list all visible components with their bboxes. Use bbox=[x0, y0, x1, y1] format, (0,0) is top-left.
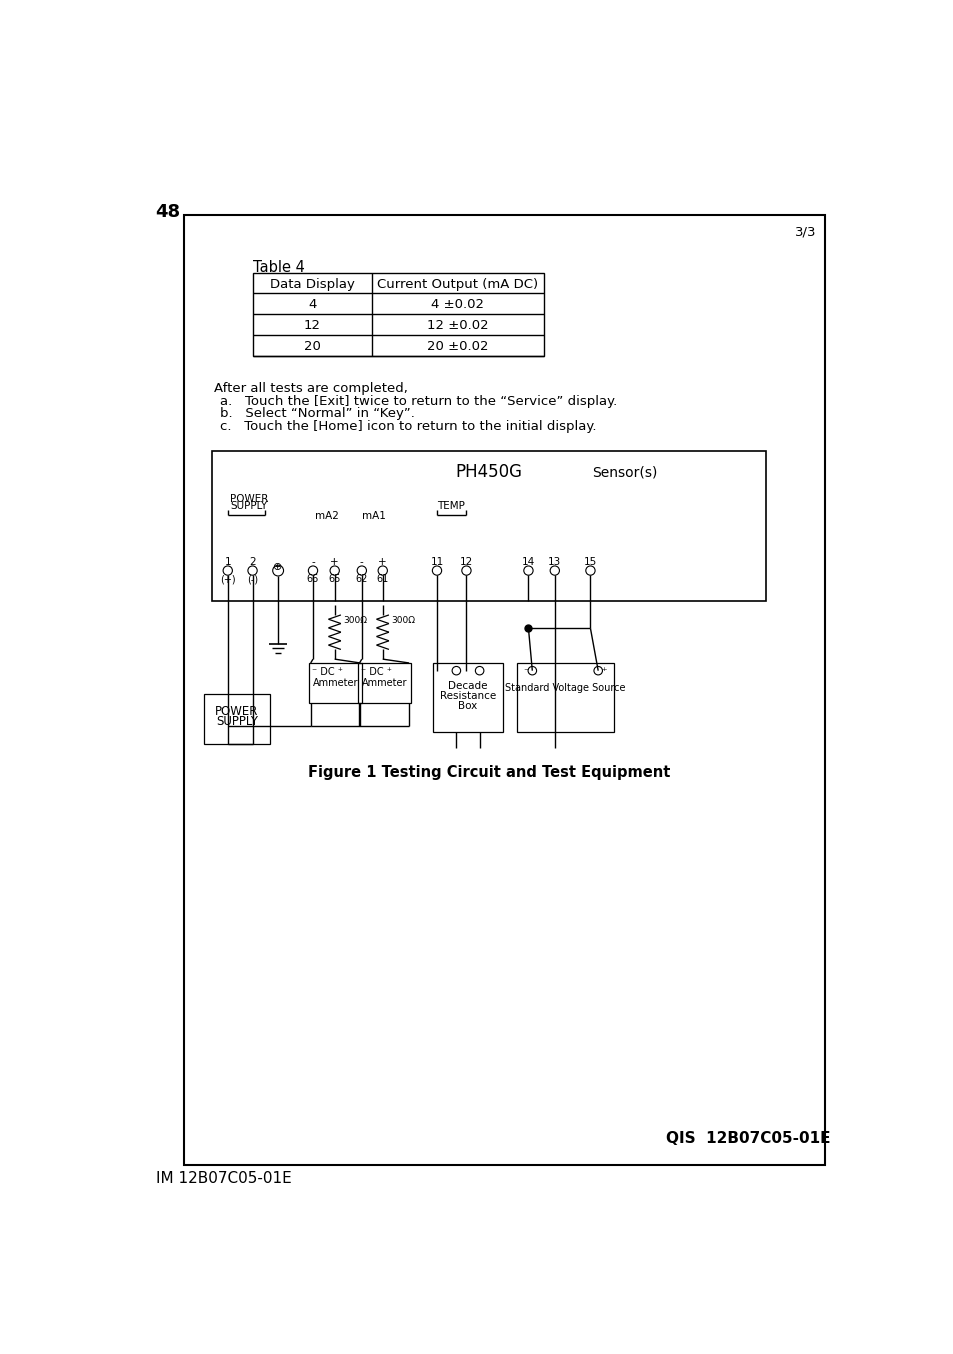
Text: c.   Touch the [Home] icon to return to the initial display.: c. Touch the [Home] icon to return to th… bbox=[220, 420, 596, 433]
Text: ⁻ DC ⁺: ⁻ DC ⁺ bbox=[360, 666, 392, 677]
Text: 14: 14 bbox=[521, 556, 535, 567]
Text: mA2: mA2 bbox=[314, 512, 338, 521]
Text: Standard Voltage Source: Standard Voltage Source bbox=[504, 682, 624, 693]
Bar bbox=[309, 663, 361, 703]
Bar bbox=[253, 272, 543, 356]
Text: ⁻: ⁻ bbox=[522, 666, 528, 677]
Text: Current Output (mA DC): Current Output (mA DC) bbox=[377, 278, 537, 291]
Text: 2: 2 bbox=[249, 556, 255, 567]
Text: Data Display: Data Display bbox=[270, 278, 355, 291]
Text: POWER: POWER bbox=[230, 494, 269, 504]
Bar bbox=[183, 215, 824, 1164]
Text: -: - bbox=[311, 556, 314, 567]
Text: Figure 1 Testing Circuit and Test Equipment: Figure 1 Testing Circuit and Test Equipm… bbox=[308, 765, 669, 780]
Text: ⁺: ⁺ bbox=[600, 666, 606, 677]
Text: a.   Touch the [Exit] twice to return to the “Service” display.: a. Touch the [Exit] twice to return to t… bbox=[220, 395, 617, 408]
Text: 4 ±0.02: 4 ±0.02 bbox=[431, 298, 484, 311]
Text: 15: 15 bbox=[583, 556, 597, 567]
Text: Box: Box bbox=[457, 701, 477, 711]
Text: 12: 12 bbox=[303, 318, 320, 332]
Text: 13: 13 bbox=[548, 556, 560, 567]
Text: (+): (+) bbox=[220, 574, 235, 585]
Text: +: + bbox=[378, 556, 387, 567]
Text: IM 12B07C05-01E: IM 12B07C05-01E bbox=[155, 1171, 291, 1186]
Text: 4: 4 bbox=[308, 298, 316, 311]
Text: 300Ω: 300Ω bbox=[391, 616, 415, 626]
Bar bbox=[517, 663, 613, 733]
Bar bbox=[357, 663, 410, 703]
Bar bbox=[433, 663, 502, 733]
Text: 12 ±0.02: 12 ±0.02 bbox=[427, 318, 488, 332]
Text: 48: 48 bbox=[155, 203, 181, 221]
Text: 66: 66 bbox=[307, 574, 319, 585]
Text: Decade: Decade bbox=[448, 681, 487, 692]
Text: PH450G: PH450G bbox=[455, 463, 522, 481]
Text: 65: 65 bbox=[328, 574, 340, 585]
Bar bbox=[212, 451, 765, 601]
Text: 3/3: 3/3 bbox=[794, 226, 816, 238]
Text: 20: 20 bbox=[303, 340, 320, 352]
Text: 1: 1 bbox=[224, 556, 231, 567]
Text: +: + bbox=[330, 556, 338, 567]
Text: 12: 12 bbox=[459, 556, 473, 567]
Text: (-): (-) bbox=[247, 574, 258, 585]
Text: Table 4: Table 4 bbox=[253, 260, 305, 275]
Text: 61: 61 bbox=[376, 574, 389, 585]
Text: 300Ω: 300Ω bbox=[343, 616, 367, 626]
Text: Ammeter: Ammeter bbox=[313, 678, 357, 688]
Text: mA1: mA1 bbox=[361, 512, 385, 521]
Bar bbox=[204, 693, 270, 743]
Text: POWER: POWER bbox=[215, 705, 258, 719]
Text: After all tests are completed,: After all tests are completed, bbox=[213, 382, 407, 395]
Text: 62: 62 bbox=[355, 574, 368, 585]
Text: Sensor(s): Sensor(s) bbox=[592, 464, 657, 479]
Text: 20 ±0.02: 20 ±0.02 bbox=[427, 340, 488, 352]
Text: TEMP: TEMP bbox=[436, 501, 464, 512]
Text: Ammeter: Ammeter bbox=[361, 678, 407, 688]
Text: ⊕: ⊕ bbox=[274, 562, 282, 573]
Text: b.   Select “Normal” in “Key”.: b. Select “Normal” in “Key”. bbox=[220, 408, 415, 420]
Text: SUPPLY: SUPPLY bbox=[231, 501, 268, 512]
Text: -: - bbox=[359, 556, 363, 567]
Text: Resistance: Resistance bbox=[439, 692, 496, 701]
Text: ⁻ DC ⁺: ⁻ DC ⁺ bbox=[312, 666, 343, 677]
Text: QIS  12B07C05-01E: QIS 12B07C05-01E bbox=[665, 1131, 830, 1145]
Text: 11: 11 bbox=[430, 556, 443, 567]
Text: SUPPLY: SUPPLY bbox=[215, 715, 257, 728]
